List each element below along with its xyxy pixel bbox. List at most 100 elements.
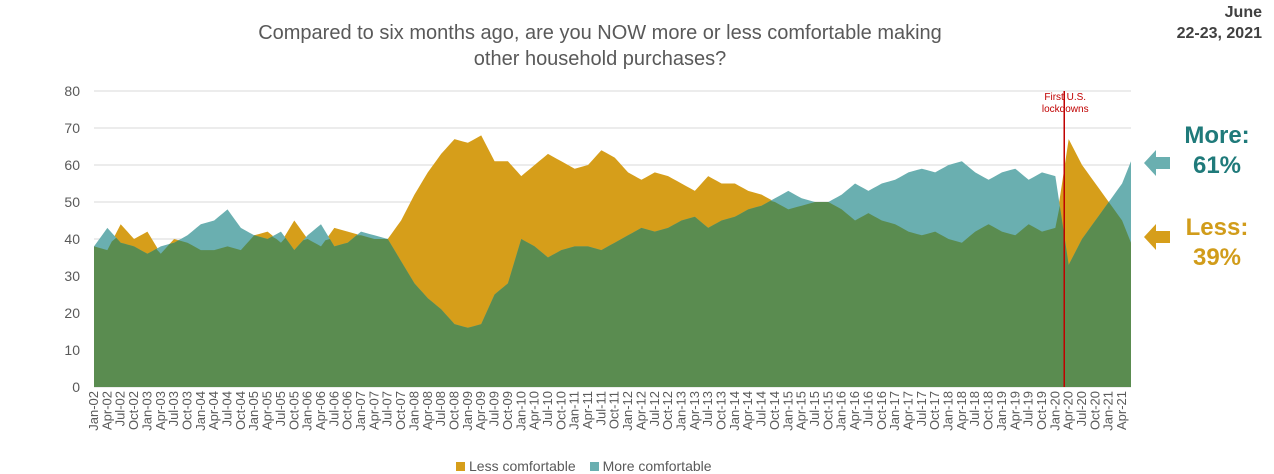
x-tick-label: Oct-15 — [820, 391, 835, 430]
area-overlap — [94, 200, 1131, 387]
x-tick-label: Jan-07 — [353, 391, 368, 431]
chart-title: Compared to six months ago, are you NOW … — [150, 20, 1050, 72]
y-tick-label: 60 — [64, 157, 80, 173]
less-arrow-icon — [1144, 224, 1170, 250]
x-tick-label: Oct-17 — [927, 391, 942, 430]
legend-label-less: Less comfortable — [469, 458, 576, 474]
less-callout: Less: 39% — [1172, 213, 1262, 273]
less-callout-value: 39% — [1192, 244, 1242, 271]
x-tick-label: Jan-02 — [86, 391, 101, 431]
x-tick-label: Jan-15 — [780, 391, 795, 431]
x-tick-label: Apr-08 — [420, 391, 435, 430]
x-tick-label: Jul-08 — [433, 391, 448, 426]
x-tick-label: Jul-16 — [860, 391, 875, 426]
more-arrow-icon — [1144, 150, 1170, 176]
y-tick-label: 30 — [64, 268, 80, 284]
x-tick-label: Apr-11 — [580, 391, 595, 429]
x-tick-label: Jul-19 — [1021, 391, 1036, 426]
x-tick-label: Jul-20 — [1074, 391, 1089, 426]
x-tick-label: Oct-11 — [607, 391, 622, 429]
x-tick-label: Apr-21 — [1114, 391, 1129, 430]
x-tick-label: Jan-03 — [139, 391, 154, 431]
legend-item-less: Less comfortable — [456, 458, 576, 474]
x-tick-label: Oct-10 — [553, 391, 568, 430]
event-marker: First U.S.lockdowns — [1042, 91, 1089, 387]
x-tick-label: Jul-11 — [593, 391, 608, 425]
x-tick-label: Oct-13 — [714, 391, 729, 430]
x-tick-label: Jan-12 — [620, 391, 635, 431]
more-callout-label: More: — [1184, 122, 1250, 149]
legend-swatch-more — [589, 461, 599, 471]
x-axis: Jan-02Apr-02Jul-02Oct-02Jan-03Apr-03Jul-… — [86, 391, 1129, 431]
x-tick-label: Jan-18 — [941, 391, 956, 431]
y-tick-label: 50 — [64, 194, 80, 210]
x-tick-label: Apr-15 — [794, 391, 809, 430]
x-tick-label: Jan-09 — [460, 391, 475, 431]
x-tick-label: Apr-17 — [900, 391, 915, 430]
x-tick-label: Oct-05 — [286, 391, 301, 430]
x-tick-label: Jan-16 — [834, 391, 849, 431]
x-tick-label: Oct-16 — [874, 391, 889, 430]
x-tick-label: Jul-10 — [540, 391, 555, 426]
less-callout-label: Less: — [1185, 214, 1249, 241]
x-tick-label: Jan-05 — [246, 391, 261, 431]
x-tick-label: Jul-07 — [380, 391, 395, 426]
x-tick-label: Apr-16 — [847, 391, 862, 430]
survey-date-line1: June — [1224, 4, 1262, 21]
y-tick-label: 80 — [64, 83, 80, 99]
x-tick-label: Apr-14 — [740, 391, 755, 430]
x-tick-label: Jan-14 — [727, 391, 742, 431]
legend-label-more: More comfortable — [602, 458, 712, 474]
x-tick-label: Jan-11 — [567, 391, 582, 430]
x-tick-label: Oct-19 — [1034, 391, 1049, 430]
x-tick-label: Oct-12 — [660, 391, 675, 430]
x-tick-label: Oct-07 — [393, 391, 408, 430]
x-tick-label: Apr-10 — [527, 391, 542, 430]
x-tick-label: Jan-17 — [887, 391, 902, 431]
y-tick-label: 10 — [64, 342, 80, 358]
chart-title-line2: other household purchases? — [473, 48, 727, 70]
x-tick-label: Jan-19 — [994, 391, 1009, 431]
x-tick-label: Jul-02 — [113, 391, 128, 426]
x-tick-label: Jul-06 — [326, 391, 341, 426]
x-tick-label: Jan-08 — [406, 391, 421, 431]
x-tick-label: Oct-04 — [233, 391, 248, 430]
legend-item-more: More comfortable — [589, 458, 712, 474]
x-tick-label: Oct-20 — [1087, 391, 1102, 430]
x-tick-label: Oct-09 — [500, 391, 515, 430]
x-tick-label: Jan-10 — [513, 391, 528, 431]
y-tick-label: 20 — [64, 305, 80, 321]
x-tick-label: Jul-13 — [700, 391, 715, 426]
x-tick-label: Jan-13 — [673, 391, 688, 431]
plot-areas — [94, 135, 1131, 387]
x-tick-label: Oct-02 — [126, 391, 141, 430]
legend: Less comfortable More comfortable — [456, 458, 712, 474]
x-tick-label: Oct-14 — [767, 391, 782, 430]
survey-date-line2: 22-23, 2021 — [1176, 25, 1262, 42]
x-tick-label: Jul-09 — [487, 391, 502, 426]
x-tick-label: Apr-13 — [687, 391, 702, 430]
survey-date: June 22-23, 2021 — [1177, 2, 1262, 44]
x-tick-label: Apr-03 — [153, 391, 168, 430]
x-tick-label: Apr-09 — [473, 391, 488, 430]
event-label-line2: lockdowns — [1042, 104, 1089, 115]
x-tick-label: Apr-05 — [260, 391, 275, 430]
y-tick-label: 40 — [64, 231, 80, 247]
x-tick-label: Jul-04 — [220, 391, 235, 426]
x-tick-label: Jul-15 — [807, 391, 822, 426]
x-tick-label: Oct-03 — [179, 391, 194, 430]
x-tick-label: Apr-07 — [366, 391, 381, 430]
x-tick-label: Oct-18 — [981, 391, 996, 430]
x-tick-label: Apr-04 — [206, 391, 221, 430]
x-tick-label: Apr-20 — [1061, 391, 1076, 430]
event-label-line1: First U.S. — [1044, 92, 1086, 103]
x-tick-label: Oct-08 — [447, 391, 462, 430]
x-tick-label: Jul-05 — [273, 391, 288, 426]
x-tick-label: Jul-17 — [914, 391, 929, 426]
more-callout: More: 61% — [1172, 121, 1262, 181]
x-tick-label: Jan-06 — [300, 391, 315, 431]
y-axis: 0 10 20 30 40 50 60 70 80 — [64, 83, 80, 395]
x-tick-label: Apr-12 — [633, 391, 648, 430]
y-tick-label: 0 — [72, 379, 80, 395]
x-tick-label: Jan-04 — [193, 391, 208, 431]
